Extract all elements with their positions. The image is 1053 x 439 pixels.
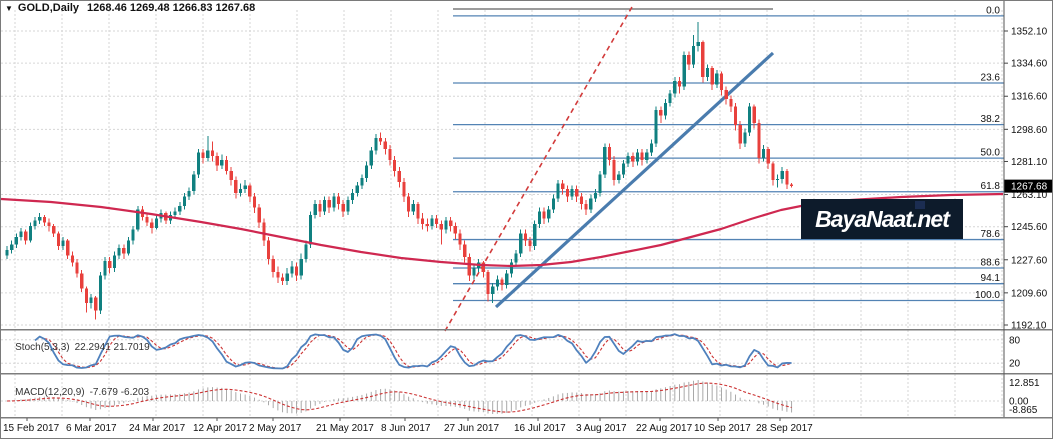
symbol-name: GOLD,Daily: [17, 2, 80, 14]
macd-axis-label: 12.851: [1009, 378, 1040, 389]
macd-axis-label: 0.00: [1009, 397, 1029, 408]
date-tick-label: 2 May 2017: [249, 423, 302, 434]
macd-axis-label: -8.865: [1009, 405, 1038, 416]
watermark: BayaNaat.net: [801, 199, 963, 239]
ohlc-values: 1268.46 1269.48 1266.83 1267.68: [87, 2, 256, 14]
chart-title: ▼ GOLD,Daily 1268.46 1269.48 1266.83 1267…: [5, 2, 255, 14]
stoch-indicator-label: Stoch(5,3,3) 22.2941 21.7019: [4, 331, 150, 364]
date-tick-label: 27 Jun 2017: [444, 423, 499, 434]
watermark-flag-icon: [915, 201, 925, 209]
fib-level-label: 94.1: [981, 273, 1001, 284]
date-tick-label: 16 Jul 2017: [514, 423, 566, 434]
symbol-dropdown-icon[interactable]: ▼: [5, 3, 13, 13]
price-tick-label: 1245.60: [1011, 222, 1048, 233]
macd-indicator-label: MACD(12,20,9) -7.679 -6.203: [4, 376, 149, 409]
candles[interactable]: [5, 22, 794, 320]
price-axis[interactable]: 1352.10 1334.60 1316.60 1298.60 1281.10 1263.…: [1004, 27, 1053, 416]
macd-name: MACD(12,20,9): [15, 387, 85, 398]
date-tick-label: 10 Sep 2017: [694, 423, 751, 434]
stoch-name: Stoch(5,3,3): [15, 342, 70, 353]
price-tick-label: 1209.60: [1011, 288, 1048, 299]
date-tick-label: 22 Aug 2017: [636, 423, 693, 434]
drawn-lines[interactable]: [444, 6, 775, 332]
fib-level-label: 50.0: [981, 148, 1001, 159]
date-tick-label: 8 Jun 2017: [381, 423, 431, 434]
stoch-values: 22.2941 21.7019: [74, 342, 150, 353]
price-tick-label: 1334.60: [1011, 59, 1048, 70]
price-tick-label: 1352.10: [1011, 27, 1048, 38]
date-tick-label: 15 Feb 2017: [3, 423, 60, 434]
current-price-tag: [1004, 179, 1052, 193]
date-tick-label: 24 Mar 2017: [129, 423, 186, 434]
macd-values: -7.679 -6.203: [89, 387, 150, 398]
fib-level-label: 23.6: [981, 73, 1001, 84]
macd-indicator: [1, 380, 1004, 414]
date-tick-label: 12 Apr 2017: [193, 423, 247, 434]
price-tick-label: 1263.10: [1011, 190, 1048, 201]
date-tick-label: 21 May 2017: [316, 423, 374, 434]
stoch-axis-label: 20: [1009, 359, 1021, 370]
macd-signal-line: [6, 382, 792, 413]
fibonacci-retracement[interactable]: 0.0 23.6 38.2 50.0 61.8 78.6 88.6 94.1 100.0: [453, 5, 1004, 302]
price-tick-label: 1227.60: [1011, 255, 1048, 266]
price-tick-label: 1298.60: [1011, 125, 1048, 136]
grid: [1, 10, 1004, 417]
ascending-trendline: [494, 51, 775, 309]
fib-level-label: 78.6: [981, 229, 1001, 240]
fib-level-label: 0.0: [986, 5, 1000, 16]
fib-level-label: 100.0: [975, 290, 1000, 301]
watermark-text: BayaNaat.net: [815, 205, 950, 232]
price-tick-label: 1281.10: [1011, 157, 1048, 168]
fib-level-label: 38.2: [981, 114, 1001, 125]
date-tick-label: 3 Aug 2017: [576, 423, 627, 434]
price-tick-label: 1316.60: [1011, 92, 1048, 103]
stoch-axis-label: 80: [1009, 335, 1021, 346]
date-tick-label: 6 Mar 2017: [66, 423, 117, 434]
stochastic-indicator: [34, 333, 792, 370]
panel-frame: [1, 1, 1052, 419]
fib-level-label: 61.8: [981, 181, 1001, 192]
current-price-label: 1267.68: [1011, 182, 1048, 193]
fib-level-label: 88.6: [981, 258, 1001, 269]
stoch-main-line: [34, 333, 792, 370]
price-tick-label: 1192.10: [1011, 321, 1047, 332]
time-axis[interactable]: 15 Feb 2017 6 Mar 2017 24 Mar 2017 12 Apr 2…: [3, 418, 813, 434]
date-tick-label: 28 Sep 2017: [756, 423, 813, 434]
